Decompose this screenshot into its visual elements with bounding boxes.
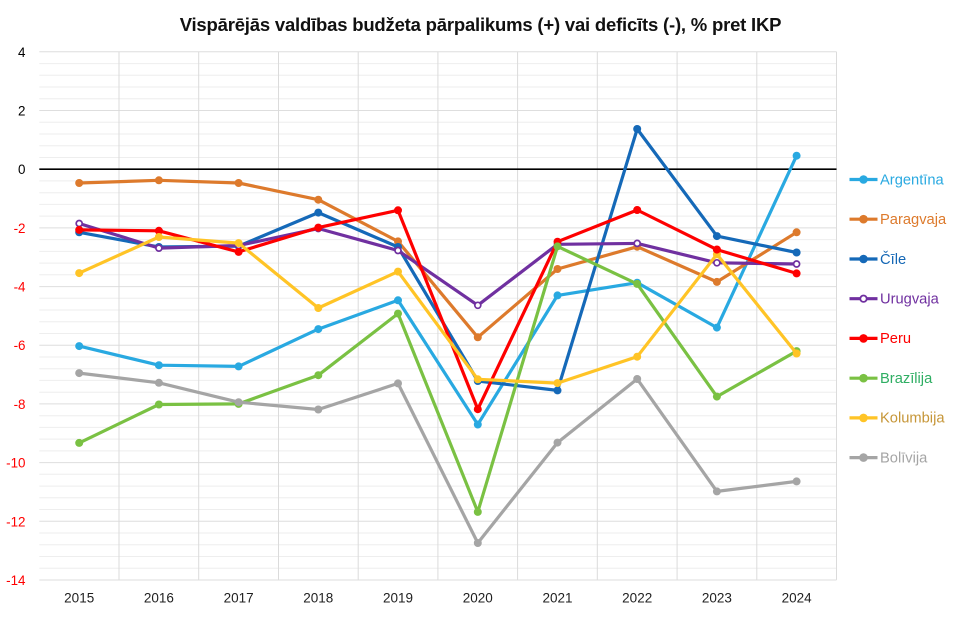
svg-text:2019: 2019 [383, 591, 413, 606]
svg-text:4: 4 [18, 45, 26, 60]
svg-text:Urugvaja: Urugvaja [880, 292, 940, 308]
svg-text:Argentīna: Argentīna [880, 172, 945, 188]
svg-text:-12: -12 [6, 514, 25, 529]
svg-text:-4: -4 [14, 280, 26, 295]
svg-text:2024: 2024 [782, 591, 813, 606]
svg-text:0: 0 [18, 162, 25, 177]
svg-text:2: 2 [18, 104, 25, 119]
svg-text:-2: -2 [14, 221, 26, 236]
svg-text:-8: -8 [14, 397, 26, 412]
svg-text:-10: -10 [6, 456, 25, 471]
svg-text:-14: -14 [6, 573, 26, 588]
svg-text:Paragvaja: Paragvaja [880, 212, 947, 228]
svg-text:2023: 2023 [702, 591, 732, 606]
svg-text:2021: 2021 [542, 591, 572, 606]
svg-text:Kolumbija: Kolumbija [880, 411, 945, 427]
svg-text:2022: 2022 [622, 591, 652, 606]
svg-text:Bolīvija: Bolīvija [880, 450, 928, 466]
svg-text:Brazīlija: Brazīlija [880, 371, 933, 387]
svg-text:2020: 2020 [463, 591, 493, 606]
svg-text:Peru: Peru [880, 331, 911, 347]
svg-text:2015: 2015 [64, 591, 94, 606]
svg-text:2016: 2016 [144, 591, 174, 606]
svg-text:-6: -6 [14, 338, 26, 353]
svg-text:2018: 2018 [303, 591, 333, 606]
svg-text:2017: 2017 [224, 591, 254, 606]
svg-text:Vispārējās valdības budžeta pā: Vispārējās valdības budžeta pārpalikums … [180, 14, 782, 35]
svg-text:Čīle: Čīle [880, 251, 906, 268]
